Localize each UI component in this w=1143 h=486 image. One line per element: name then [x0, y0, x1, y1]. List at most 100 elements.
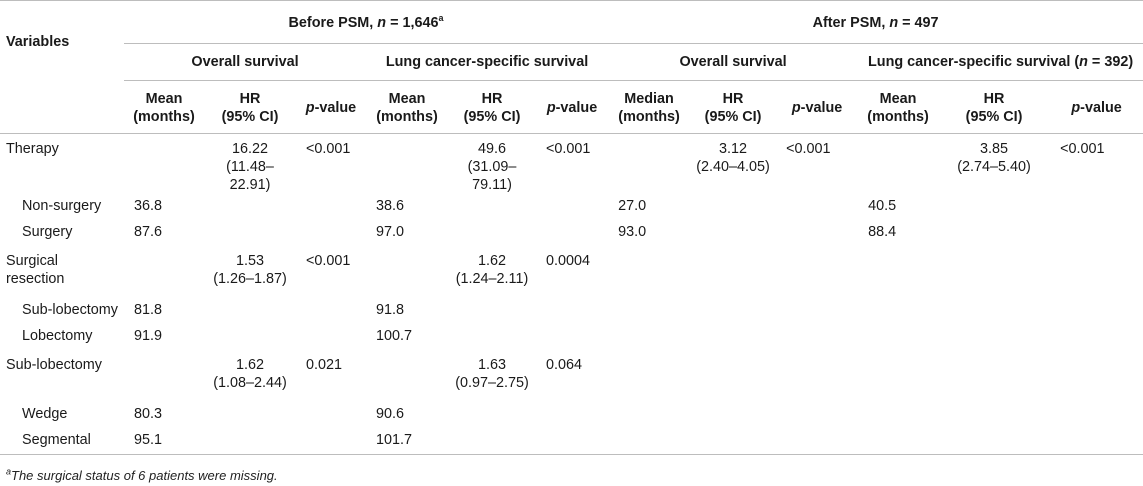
cell-a-os-hr [690, 246, 776, 298]
after-os-header: Overall survival [608, 43, 859, 81]
cell-b-lc-mean: 90.6 [376, 406, 405, 422]
cell-b-lc-mean: 97.0 [376, 224, 405, 240]
cell-a-os-median [608, 402, 690, 428]
cell-a-os-median [608, 350, 690, 402]
cell-b-os-p [296, 324, 366, 350]
cell-a-lc-mean [858, 134, 938, 195]
col-median-header: Median (months) [618, 91, 680, 125]
row-label: Therapy [6, 141, 59, 157]
cell-b-os-mean: 36.8 [134, 198, 163, 214]
cell-a-os-p [776, 324, 858, 350]
cell-a-lc-mean [858, 298, 938, 324]
before-lcss-header: Lung cancer-specific survival [366, 43, 609, 81]
cell-b-os-mean: 91.9 [134, 328, 163, 344]
cell-b-lc-hr: 1.62 (1.24–2.11) [455, 253, 529, 287]
blank-header [0, 81, 124, 134]
cell-b-lc-mean [366, 350, 448, 402]
cell-b-os-hr [204, 298, 296, 324]
cell-a-os-hr [690, 350, 776, 402]
cell-b-os-p [296, 220, 366, 246]
table-row: Non-surgery 36.8 38.6 27.0 40.5 [0, 194, 1143, 220]
cell-b-lc-hr [448, 428, 536, 454]
cell-b-lc-hr: 1.63 (0.97–2.75) [455, 357, 529, 391]
before-os-header: Overall survival [124, 43, 366, 81]
survival-table: Variables Before PSM, n = 1,646a After P… [0, 0, 1143, 454]
col-hr-header: HR (95% CI) [704, 91, 762, 125]
cell-a-lc-mean [858, 246, 938, 298]
cell-b-os-mean [124, 350, 204, 402]
row-label: Lobectomy [22, 328, 93, 344]
cell-b-lc-mean: 91.8 [376, 302, 405, 318]
cell-b-lc-p [536, 324, 608, 350]
cell-b-lc-p: 0.064 [546, 357, 583, 373]
cell-b-os-p [296, 428, 366, 454]
cell-a-lc-hr [938, 402, 1050, 428]
cell-a-lc-hr [938, 350, 1050, 402]
cell-a-lc-p [1050, 402, 1143, 428]
row-label: Surgery [22, 224, 73, 240]
row-label: Non-surgery [22, 198, 102, 214]
cell-b-lc-mean: 101.7 [376, 432, 413, 448]
cell-a-os-median [608, 134, 690, 195]
cell-b-os-p [296, 402, 366, 428]
cell-a-os-hr: 3.12 (2.40–4.05) [696, 141, 770, 175]
cell-b-os-hr: 1.62 (1.08–2.44) [213, 357, 287, 391]
cell-a-os-p [776, 194, 858, 220]
after-lcss-header: Lung cancer-specific survival (n = 392) [858, 43, 1143, 81]
cell-b-os-mean [124, 246, 204, 298]
cell-a-os-p: <0.001 [786, 141, 831, 157]
cell-b-lc-hr [448, 324, 536, 350]
after-psm-header: After PSM, n = 497 [608, 0, 1143, 44]
table-row: Surgical resection 1.53 (1.26–1.87) <0.001 1… [0, 246, 1143, 298]
table-row: Therapy 16.22 (11.48–22.91) <0.001 49.6 (31.0… [0, 134, 1143, 195]
cell-a-os-p [776, 428, 858, 454]
cell-a-lc-mean [858, 428, 938, 454]
cell-b-os-hr [204, 428, 296, 454]
cell-b-os-hr [204, 220, 296, 246]
table-row: Segmental 95.1 101.7 [0, 428, 1143, 454]
cell-a-os-hr [690, 428, 776, 454]
cell-a-os-median [608, 428, 690, 454]
row-label: Segmental [22, 432, 91, 448]
row-label: Surgical resection [6, 253, 65, 287]
cell-a-lc-p [1050, 194, 1143, 220]
cell-a-lc-p: <0.001 [1060, 141, 1105, 157]
cell-a-os-median [608, 324, 690, 350]
cell-b-os-p: <0.001 [306, 141, 351, 157]
col-p-header: p-value [1071, 100, 1122, 116]
cell-a-lc-mean: 40.5 [868, 198, 897, 214]
cell-a-lc-hr [938, 246, 1050, 298]
cell-a-lc-hr: 3.85 (2.74–5.40) [957, 141, 1031, 175]
cell-b-os-hr [204, 324, 296, 350]
before-psm-header: Before PSM, n = 1,646a [124, 0, 609, 44]
cell-a-lc-p [1050, 428, 1143, 454]
cell-a-os-median [608, 246, 690, 298]
cell-b-lc-hr: 49.6 (31.09–79.11) [467, 141, 517, 193]
cell-b-lc-p: <0.001 [546, 141, 591, 157]
col-mean-header: Mean (months) [376, 91, 438, 125]
cell-a-lc-mean [858, 402, 938, 428]
cell-a-lc-mean [858, 324, 938, 350]
cell-a-lc-p [1050, 220, 1143, 246]
cell-a-os-p [776, 350, 858, 402]
cell-a-lc-p [1050, 246, 1143, 298]
cell-b-lc-p [536, 194, 608, 220]
cell-b-os-hr [204, 402, 296, 428]
cell-b-lc-mean [366, 134, 448, 195]
table-row: Sub-lobectomy 81.8 91.8 [0, 298, 1143, 324]
row-label: Sub-lobectomy [22, 302, 118, 318]
cell-b-lc-mean [366, 246, 448, 298]
cell-a-os-p [776, 298, 858, 324]
cell-b-os-mean: 95.1 [134, 432, 163, 448]
table-body: Therapy 16.22 (11.48–22.91) <0.001 49.6 (31.0… [0, 134, 1143, 454]
cell-a-lc-p [1050, 350, 1143, 402]
cell-b-os-mean: 80.3 [134, 406, 163, 422]
table-row: Wedge 80.3 90.6 [0, 402, 1143, 428]
cell-a-os-hr [690, 298, 776, 324]
cell-a-os-hr [690, 220, 776, 246]
cell-b-os-p [296, 298, 366, 324]
cell-b-os-p: <0.001 [306, 253, 351, 269]
cell-b-os-hr: 16.22 (11.48–22.91) [226, 141, 274, 193]
cell-b-os-mean: 81.8 [134, 302, 163, 318]
